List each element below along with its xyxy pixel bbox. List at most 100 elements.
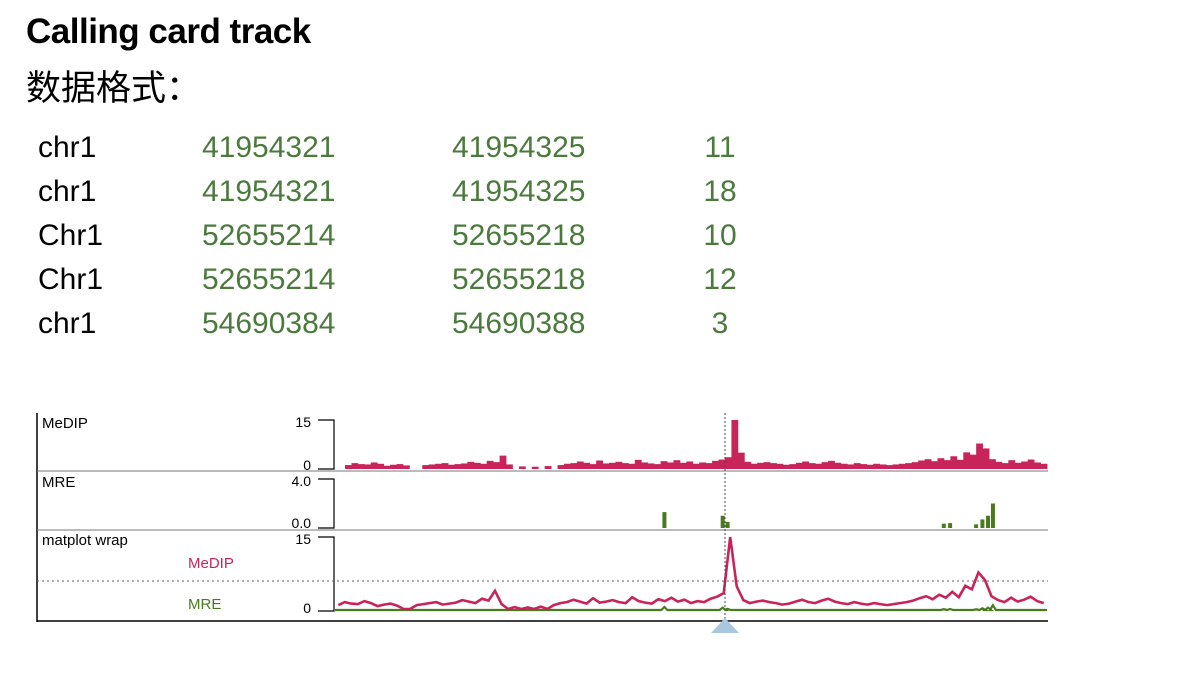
medip-bar: [467, 461, 475, 469]
medip-bar: [615, 461, 623, 469]
medip-bar: [345, 465, 352, 469]
chrom-cell: chr1: [38, 175, 97, 208]
medip-bar: [873, 463, 880, 469]
medip-bar: [963, 452, 971, 469]
medip-bar: [570, 463, 578, 469]
medip-bar: [660, 461, 668, 469]
matplot-mre-line: [335, 603, 1047, 612]
medip-bar: [982, 448, 990, 469]
count-cell: 10: [703, 219, 737, 252]
mre-bar: [941, 523, 946, 528]
medip-bar: [396, 464, 404, 469]
count-cell: 18: [703, 175, 737, 208]
medip-bar: [480, 463, 488, 469]
medip-axis-min: 0: [303, 457, 311, 473]
start-cell: 41954321: [202, 175, 336, 208]
data-row: Chr1 52655214 52655218 10: [38, 214, 750, 258]
data-row: chr1 41954321 41954325 18: [38, 170, 750, 214]
medip-bar: [673, 460, 681, 469]
medip-bar: [486, 460, 494, 469]
matplot-axis: [318, 536, 335, 612]
medip-bar: [692, 463, 700, 469]
matplot-axis-max: 15: [295, 531, 311, 547]
medip-bar: [602, 463, 610, 469]
medip-bar: [931, 461, 938, 469]
mre-bar: [948, 523, 953, 528]
medip-bar: [1040, 463, 1048, 469]
medip-bar: [860, 464, 868, 469]
medip-axis: [318, 419, 335, 470]
medip-bar: [737, 452, 745, 469]
medip-bar: [589, 464, 597, 469]
medip-bar: [544, 466, 552, 469]
medip-bar: [995, 461, 1003, 469]
medip-bar: [1008, 460, 1016, 469]
medip-bar: [795, 462, 803, 469]
end-cell: 41954325: [452, 131, 586, 164]
medip-bar: [699, 462, 707, 469]
medip-bar: [705, 463, 713, 469]
medip-bar: [435, 463, 443, 469]
medip-bar: [473, 462, 481, 469]
medip-bar: [667, 462, 674, 469]
medip-bar: [493, 462, 500, 469]
slide-title: Calling card track: [26, 12, 311, 51]
medip-bar: [789, 464, 797, 469]
medip-bar: [802, 461, 810, 469]
position-cursor-triangle[interactable]: [711, 618, 739, 633]
medip-bar: [918, 460, 926, 469]
medip-bar: [357, 464, 365, 469]
data-row: chr1 41954321 41954325 11: [38, 126, 750, 170]
medip-bar: [1001, 463, 1009, 469]
medip-bar: [1034, 462, 1041, 469]
data-row: Chr1 52655214 52655218 12: [38, 258, 750, 302]
medip-bar: [782, 464, 790, 469]
end-cell: 52655218: [452, 263, 586, 296]
count-cell: 12: [703, 263, 737, 296]
medip-bar: [454, 464, 462, 469]
medip-bar: [441, 463, 449, 469]
start-cell: 54690384: [202, 307, 336, 340]
mre-bar: [974, 524, 979, 528]
medip-bar: [370, 462, 378, 469]
medip-bar: [628, 463, 636, 469]
chrom-cell: Chr1: [38, 219, 104, 252]
matplot-mre-legend: MRE: [188, 596, 221, 613]
medip-bar: [679, 462, 687, 469]
mre-axis-max: 4.0: [292, 473, 312, 489]
start-cell: 52655214: [202, 263, 336, 296]
medip-bar: [351, 463, 359, 469]
medip-bar: [402, 465, 410, 469]
medip-bar: [892, 464, 900, 469]
data-row: chr1 54690384 54690388 3: [38, 302, 750, 346]
mre-bar: [986, 515, 991, 528]
medip-bar: [808, 463, 816, 469]
medip-bar: [821, 462, 829, 469]
medip-bar: [460, 463, 468, 469]
medip-bar: [815, 463, 822, 469]
medip-bar: [724, 457, 732, 469]
medip-axis-max: 15: [295, 414, 311, 430]
medip-bar: [448, 464, 455, 469]
medip-bar: [686, 461, 694, 469]
medip-bar: [828, 460, 835, 469]
medip-bar: [763, 462, 771, 469]
medip-bar: [950, 456, 958, 469]
medip-bar: [937, 458, 945, 469]
medip-bar: [770, 463, 777, 469]
medip-bar: [885, 465, 893, 469]
medip-bar: [609, 462, 616, 469]
medip-bar: [776, 463, 784, 469]
medip-bar: [506, 464, 513, 469]
end-cell: 54690388: [452, 307, 586, 340]
medip-bar: [879, 464, 887, 469]
medip-bar: [1014, 462, 1022, 469]
matplot-axis-min: 0: [303, 600, 311, 616]
medip-bar: [654, 464, 661, 469]
mre-bar: [662, 512, 667, 529]
mre-track-label: MRE: [42, 474, 75, 491]
end-cell: 41954325: [452, 175, 586, 208]
matplot-track-label: matplot wrap: [42, 532, 128, 549]
medip-track-label: MeDIP: [42, 415, 88, 432]
mre-bar: [990, 503, 995, 528]
